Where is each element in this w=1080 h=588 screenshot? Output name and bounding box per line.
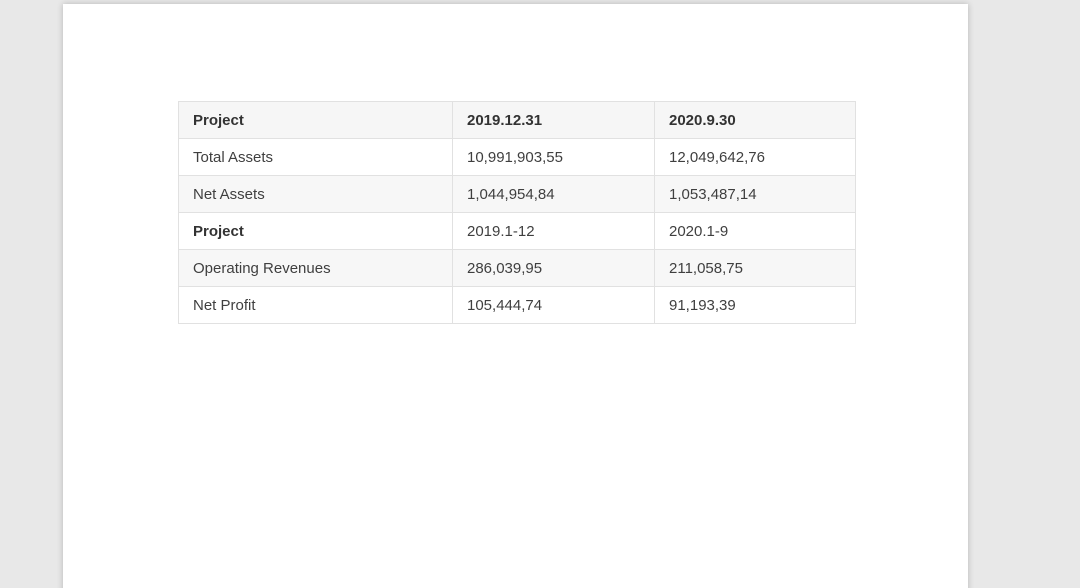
value-2020: 211,058,75 [654,249,856,287]
value-2020: 2020.1-9 [654,212,856,250]
value-2019: 1,044,954,84 [452,175,655,213]
table-row-net-profit: Net Profit 105,444,74 91,193,39 [178,286,856,324]
row-label: Project [178,212,453,250]
value-2020: 12,049,642,76 [654,138,856,176]
value-2020: 91,193,39 [654,286,856,324]
row-label: Total Assets [178,138,453,176]
value-2020: 1,053,487,14 [654,175,856,213]
value-2019: 286,039,95 [452,249,655,287]
row-label: Operating Revenues [178,249,453,287]
value-2019: 2019.1-12 [452,212,655,250]
row-label: Net Profit [178,286,453,324]
column-header-2020-9-30: 2020.9.30 [654,101,856,139]
column-header-2019-12-31: 2019.12.31 [452,101,655,139]
value-2019: 105,444,74 [452,286,655,324]
value-2019: 10,991,903,55 [452,138,655,176]
table-row-project-subheader: Project 2019.1-12 2020.1-9 [178,212,856,250]
table-header-row: Project 2019.12.31 2020.9.30 [178,101,856,139]
row-label: Net Assets [178,175,453,213]
table-row-total-assets: Total Assets 10,991,903,55 12,049,642,76 [178,138,856,176]
table-row-operating-revenues: Operating Revenues 286,039,95 211,058,75 [178,249,856,287]
document-page: Project 2019.12.31 2020.9.30 Total Asset… [63,4,968,588]
financial-table: Project 2019.12.31 2020.9.30 Total Asset… [178,101,856,324]
table-row-net-assets: Net Assets 1,044,954,84 1,053,487,14 [178,175,856,213]
column-header-project: Project [178,101,453,139]
